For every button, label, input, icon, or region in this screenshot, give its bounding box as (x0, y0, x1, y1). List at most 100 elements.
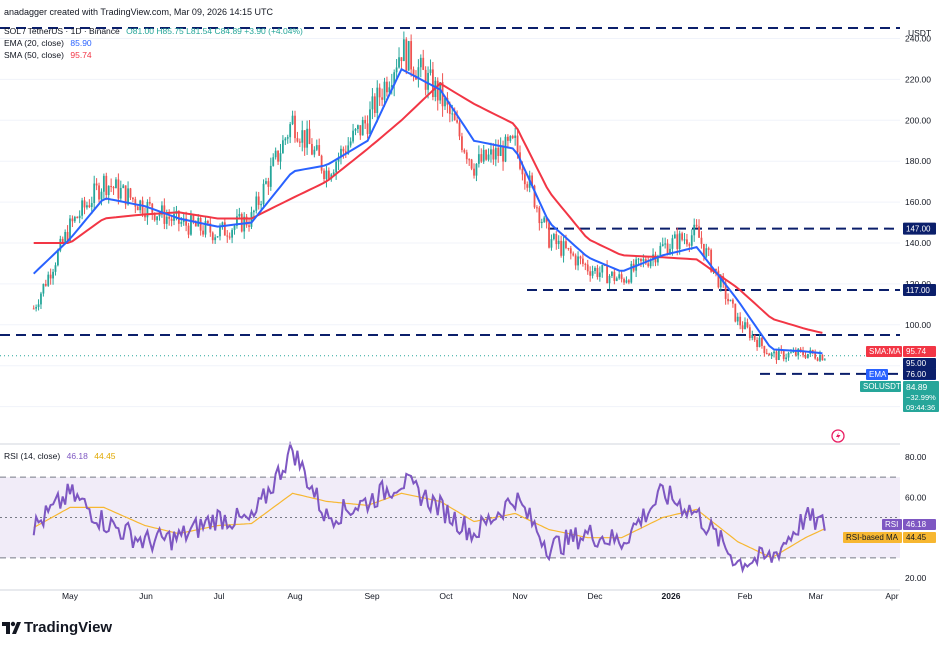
candle-body (248, 225, 250, 227)
rsi-line (32, 440, 826, 574)
candle-body (52, 271, 54, 279)
candle-body (596, 267, 599, 277)
tradingview-logo-icon[interactable] (0, 619, 22, 637)
candle-body (787, 352, 790, 358)
candle-body (119, 187, 122, 199)
candle-body (758, 337, 761, 348)
candle-body (291, 115, 294, 125)
price-tick-label: 200.00 (905, 115, 931, 125)
tag-rsi-ma-label-text: RSI-based MA (846, 533, 899, 542)
credit-text: anadagger created with TradingView.com, … (4, 7, 273, 17)
tag-sma-label: SMA:MA (866, 346, 902, 357)
candle-body (315, 145, 318, 150)
tag-117: 117.00 (903, 284, 936, 297)
tag-sym-label: SOLUSDT (860, 381, 901, 392)
candle-body (657, 255, 659, 263)
candle-body (659, 245, 662, 256)
candle-body (71, 218, 74, 222)
candle-body (64, 231, 67, 243)
candle-body (729, 299, 732, 302)
candle-body (381, 97, 383, 100)
candle-body (710, 249, 713, 272)
candle-body (325, 170, 328, 179)
candle-body (572, 253, 575, 256)
candle-body (741, 325, 744, 330)
candle-body (702, 243, 705, 257)
candle-body (296, 138, 299, 142)
candle-body (32, 308, 35, 310)
candle-body (209, 223, 212, 233)
axis-tags: 147.00117.00SMA:MA95.7495.00EMA85.90SOLU… (843, 222, 939, 543)
candle-body (320, 155, 323, 171)
ema-legend-value: 85.90 (70, 38, 92, 48)
time-axis[interactable]: May Jun Jul Aug Sep Oct Nov Dec 2026 Feb Mar Apr (62, 591, 899, 601)
tag-rsi-ma-value: 44.45 (903, 532, 936, 543)
price-pane[interactable] (0, 20, 900, 444)
candle-body (669, 248, 671, 255)
candle-body (298, 141, 301, 143)
candle-body (545, 217, 548, 223)
alert-icon[interactable] (831, 429, 845, 443)
candle-body (666, 243, 669, 255)
candle-body (112, 187, 115, 189)
candle-body (526, 184, 529, 188)
time-tick-label: Feb (738, 591, 753, 601)
candle-body (279, 153, 282, 162)
tag-ema-label-text: EMA (869, 370, 887, 379)
rsi-legend-label: RSI (14, close) (4, 451, 61, 461)
tag-sym-timer: 09:44:36 (906, 403, 935, 412)
tag-sma-value-text: 95.74 (906, 347, 927, 356)
candle-body (216, 236, 219, 238)
candle-body (267, 181, 270, 187)
candle-body (269, 165, 272, 187)
candle-body (782, 350, 785, 360)
sma-legend[interactable]: SMA (50, close) 95.74 (4, 50, 92, 60)
candle-body (797, 348, 800, 356)
candle-body (47, 274, 50, 286)
candle-body (221, 222, 224, 227)
symbol-title: SOL / TetherUS · 1D · Binance (4, 26, 120, 36)
candle-body (231, 229, 233, 238)
candle-body (458, 122, 461, 137)
tag-sym-label-bg (860, 381, 901, 392)
candle-body (436, 80, 439, 101)
candle-body (327, 170, 330, 179)
candle-body (313, 149, 316, 155)
candle-body (673, 234, 676, 239)
rsi-legend[interactable]: RSI (14, close) 46.18 44.45 (4, 451, 116, 461)
tag-rsi-value-bg (903, 519, 936, 530)
candle-body (402, 39, 405, 62)
candle-body (412, 69, 415, 76)
candle-body (146, 201, 149, 218)
candle-body (504, 136, 507, 162)
tag-rsi-value: 46.18 (903, 519, 936, 530)
candle-body (228, 236, 231, 238)
symbol-legend[interactable]: SOL / TetherUS · 1D · Binance O81.00 H85… (4, 26, 303, 36)
tag-sma-value-bg (903, 346, 936, 357)
candle-body (594, 267, 596, 272)
candle-body (823, 359, 826, 361)
tag-rsi-label-bg (882, 519, 902, 530)
candle-body (661, 244, 664, 246)
tag-rsi-ma-value-bg (903, 532, 936, 543)
candle-body (124, 185, 127, 205)
tradingview-logo-text[interactable]: TradingView (24, 619, 113, 636)
tag-rsi-ma-label-bg (843, 532, 902, 543)
candle-body (773, 351, 775, 354)
candle-body (601, 265, 604, 273)
candle-body (115, 179, 117, 189)
candle-body (144, 213, 146, 218)
candle-body (540, 221, 543, 224)
candle-body (461, 136, 463, 151)
candle-body (35, 307, 38, 309)
time-tick-label: May (62, 591, 79, 601)
candle-body (419, 57, 422, 68)
candle-body (349, 141, 352, 146)
candle-body (453, 113, 456, 121)
candle-body (521, 168, 524, 175)
rsi-ma-line (33, 492, 826, 559)
candle-body (364, 119, 367, 124)
ema-legend[interactable]: EMA (20, close) 85.90 (4, 38, 92, 48)
candle-body (511, 136, 514, 138)
